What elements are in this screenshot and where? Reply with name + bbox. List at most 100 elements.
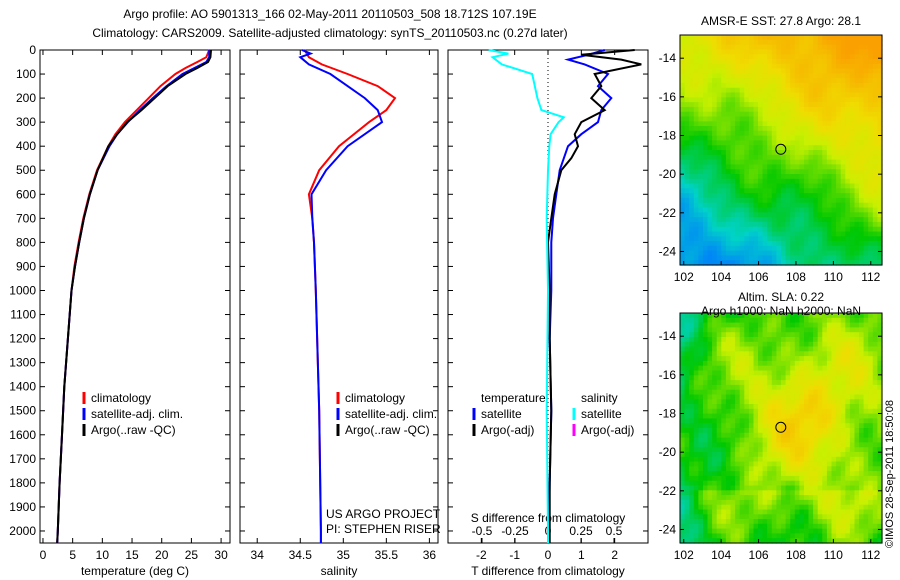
- heatmap-cell: [836, 418, 842, 424]
- heatmap-cell: [822, 437, 828, 443]
- heatmap-cell: [748, 442, 755, 448]
- heatmap-cell: [725, 140, 732, 146]
- heatmap-cell: [730, 169, 736, 175]
- heatmap-cell: [725, 250, 732, 256]
- heatmap-cell: [813, 174, 819, 180]
- heatmap-cell: [817, 63, 823, 70]
- heatmap-cell: [808, 461, 814, 467]
- heatmap-cell: [808, 188, 814, 194]
- heatmap-cell: [684, 351, 690, 357]
- heatmap-cell: [863, 44, 869, 50]
- heatmap-cell: [877, 255, 883, 261]
- heatmap-cell: [712, 145, 718, 151]
- heatmap-cell: [831, 480, 837, 487]
- heatmap-cell: [822, 250, 828, 256]
- heatmap-cell: [703, 217, 709, 223]
- heatmap-cell: [758, 226, 764, 233]
- heatmap-cell: [808, 327, 814, 333]
- heatmap-cell: [767, 193, 773, 199]
- heatmap-cell: [826, 327, 833, 333]
- heatmap-cell: [730, 346, 736, 352]
- heatmap-cell: [725, 111, 732, 118]
- heatmap-cell: [739, 432, 745, 439]
- heatmap-cell: [845, 92, 851, 98]
- heatmap-cell: [831, 154, 837, 161]
- heatmap-cell: [707, 236, 713, 242]
- heatmap-cell: [831, 413, 837, 419]
- heatmap-cell: [826, 250, 833, 256]
- heatmap-cell: [730, 322, 736, 328]
- heatmap-cell: [762, 351, 768, 357]
- heatmap-cell: [725, 78, 732, 84]
- heatmap-cell: [762, 327, 768, 333]
- heatmap-cell: [730, 365, 736, 372]
- heatmap-cell: [794, 495, 800, 501]
- heatmap-cell: [804, 442, 810, 448]
- heatmap-cell: [804, 59, 810, 65]
- y-tick-label: 1600: [9, 428, 36, 442]
- heatmap-cell: [817, 351, 823, 357]
- heatmap-cell: [693, 360, 699, 367]
- heatmap-cell: [859, 260, 865, 266]
- heatmap-cell: [877, 341, 883, 348]
- heatmap-cell: [725, 54, 732, 60]
- heatmap-cell: [849, 466, 856, 472]
- heatmap-cell: [859, 471, 865, 477]
- heatmap-cell: [790, 202, 796, 209]
- heatmap-cell: [703, 68, 709, 74]
- heatmap-cell: [758, 495, 764, 501]
- heatmap-cell: [680, 423, 686, 429]
- heatmap-cell: [872, 346, 878, 352]
- heatmap-cell: [849, 475, 856, 482]
- heatmap-cell: [859, 509, 865, 515]
- heatmap-cell: [808, 217, 814, 223]
- heatmap-cell: [840, 212, 846, 218]
- heatmap-cell: [767, 188, 773, 194]
- heatmap-cell: [748, 35, 755, 41]
- heatmap-cell: [730, 193, 736, 199]
- heatmap-cell: [813, 150, 819, 156]
- heatmap-cell: [735, 82, 741, 89]
- heatmap-cell: [785, 231, 791, 237]
- heatmap-cell: [771, 399, 777, 405]
- heatmap-cell: [854, 54, 860, 60]
- heatmap-cell: [849, 327, 856, 333]
- heatmap-cell: [707, 217, 713, 223]
- heatmap-cell: [721, 485, 727, 491]
- heatmap-cell: [744, 384, 750, 391]
- heatmap-cell: [840, 456, 846, 463]
- heatmap-cell: [739, 365, 745, 372]
- heatmap-cell: [808, 145, 814, 151]
- heatmap-cell: [868, 116, 874, 122]
- heatmap-cell: [808, 255, 814, 261]
- heatmap-cell: [785, 63, 791, 70]
- heatmap-cell: [744, 140, 750, 146]
- heatmap-cell: [877, 442, 883, 448]
- heatmap-cell: [822, 356, 828, 362]
- heatmap-cell: [748, 389, 755, 396]
- heatmap-cell: [831, 54, 837, 60]
- heatmap-cell: [712, 140, 718, 146]
- heatmap-cell: [771, 509, 777, 515]
- heatmap-cell: [849, 389, 856, 396]
- heatmap-cell: [739, 504, 745, 511]
- heatmap-cell: [804, 490, 810, 496]
- heatmap-cell: [703, 466, 709, 472]
- heatmap-cell: [721, 73, 727, 79]
- heatmap-cell: [753, 447, 759, 453]
- heatmap-cell: [735, 418, 741, 424]
- heatmap-cell: [748, 236, 755, 242]
- heatmap-cell: [739, 169, 745, 175]
- heatmap-cell: [776, 346, 782, 352]
- heatmap-cell: [703, 92, 709, 98]
- heatmap-cell: [716, 106, 722, 113]
- x-tick-label: 112: [861, 548, 880, 562]
- heatmap-cell: [836, 442, 842, 448]
- heatmap-cell: [721, 341, 727, 348]
- heatmap-cell: [877, 327, 883, 333]
- heatmap-cell: [877, 87, 883, 94]
- heatmap-cell: [868, 87, 874, 94]
- heatmap-cell: [872, 159, 878, 165]
- heatmap-cell: [845, 111, 851, 118]
- heatmap-cell: [762, 471, 768, 477]
